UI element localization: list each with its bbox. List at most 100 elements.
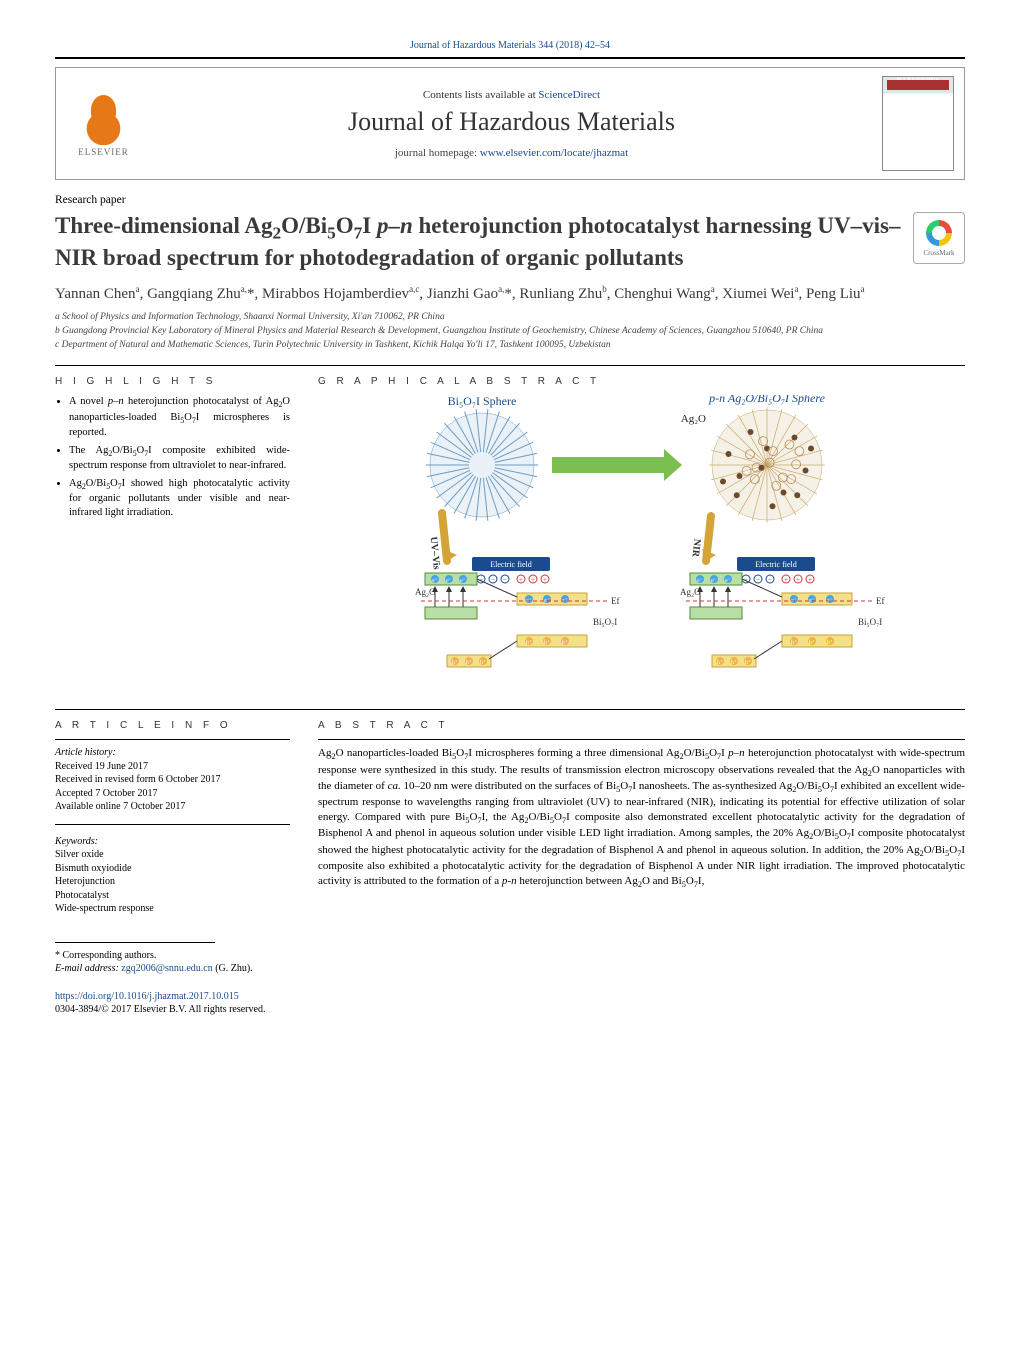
contents-line: Contents lists available at ScienceDirec… [153,89,870,101]
abstract-col: A B S T R A C T Ag2O nanoparticles-loade… [318,720,965,916]
svg-text:e⁻: e⁻ [460,578,466,584]
svg-text:NIR: NIR [689,539,702,559]
svg-text:+: + [784,576,788,584]
graphical-abstract-col: G R A P H I C A L A B S T R A C T Bi₅O₇I… [318,376,965,695]
sciencedirect-link[interactable]: ScienceDirect [538,89,600,101]
keyword: Heterojunction [55,875,290,889]
svg-text:−: − [491,576,495,584]
svg-text:−: − [756,576,760,584]
elsevier-tree-icon [76,90,131,145]
article-title: Three-dimensional Ag2O/Bi5O7I p–n hetero… [55,212,903,273]
history-received: Received 19 June 2017 [55,760,290,774]
svg-text:Bi₅O₇I: Bi₅O₇I [593,617,617,627]
svg-text:Ef: Ef [611,596,620,606]
svg-text:h⁺: h⁺ [790,639,796,646]
history-revised: Received in revised form 6 October 2017 [55,773,290,787]
history-head: Article history: [55,746,290,760]
svg-text:Ag₂O: Ag₂O [680,413,705,425]
keyword: Bismuth oxyiodide [55,862,290,876]
email-label: E-mail address: [55,963,121,974]
highlight-item: The Ag2O/Bi5O7I composite exhibited wide… [69,444,290,473]
elsevier-logo: ELSEVIER [66,81,141,166]
page-root: Journal of Hazardous Materials 344 (2018… [0,0,1020,1046]
top-rule [55,57,965,59]
svg-text:+: + [808,576,812,584]
highlights-head: H I G H L I G H T S [55,376,290,387]
homepage-link[interactable]: www.elsevier.com/locate/jhazmat [480,147,628,159]
keyword: Wide-spectrum response [55,902,290,916]
ai-rule [55,739,290,740]
header-center: Contents lists available at ScienceDirec… [153,89,870,159]
keyword: Silver oxide [55,848,290,862]
svg-text:h⁺: h⁺ [451,659,457,666]
svg-text:h⁺: h⁺ [808,639,814,646]
svg-text:h⁺: h⁺ [730,659,736,666]
issn-copyright: 0304-3894/© 2017 Elsevier B.V. All right… [55,1003,965,1016]
keywords-head: Keywords: [55,835,290,849]
article-info: Article history: Received 19 June 2017 R… [55,746,290,814]
title-row: Three-dimensional Ag2O/Bi5O7I p–n hetero… [55,212,965,273]
journal-homepage: journal homepage: www.elsevier.com/locat… [153,147,870,159]
svg-text:h⁺: h⁺ [525,639,531,646]
graphical-abstract-svg: Bi₅O₇I Spherep-n Ag₂O/Bi₅O₇I SphereAg₂OU… [362,395,922,695]
highlights-col: H I G H L I G H T S A novel p–n heteroju… [55,376,290,695]
affiliation-a: a School of Physics and Information Tech… [55,311,965,324]
svg-text:−: − [768,576,772,584]
svg-text:e⁻: e⁻ [725,578,731,584]
footnote-rule [55,942,215,943]
graphical-head: G R A P H I C A L A B S T R A C T [318,376,965,387]
highlights-list: A novel p–n heterojunction photocatalyst… [55,395,290,519]
article-info-head: A R T I C L E I N F O [55,720,290,731]
corresponding-label: * Corresponding authors. [55,949,965,963]
journal-title: Journal of Hazardous Materials [153,107,870,137]
crossmark-label: CrossMark [923,249,954,257]
doi-link[interactable]: https://doi.org/10.1016/j.jhazmat.2017.1… [55,991,239,1002]
svg-text:Ag₂O: Ag₂O [680,587,701,597]
svg-text:h⁺: h⁺ [561,639,567,646]
contents-prefix: Contents lists available at [423,89,538,101]
crossmark-icon [926,220,952,246]
svg-text:e⁻: e⁻ [697,578,703,584]
highlight-item: Ag2O/Bi5O7I showed high photocatalytic a… [69,477,290,520]
journal-cover-thumbnail: HAZARDOUS MATERIALS [882,76,954,171]
article-info-col: A R T I C L E I N F O Article history: R… [55,720,290,916]
history-accepted: Accepted 7 October 2017 [55,787,290,801]
svg-text:Ef: Ef [876,596,885,606]
svg-text:p-n Ag₂O/Bi₅O₇I Sphere: p-n Ag₂O/Bi₅O₇I Sphere [708,395,826,405]
affiliation-c: c Department of Natural and Mathematic S… [55,339,965,352]
svg-text:e⁻: e⁻ [446,578,452,584]
divider-2 [55,709,965,710]
svg-text:+: + [531,576,535,584]
keyword: Photocatalyst [55,889,290,903]
paper-type: Research paper [55,194,965,206]
journal-header-box: ELSEVIER Contents lists available at Sci… [55,67,965,180]
svg-text:h⁺: h⁺ [543,639,549,646]
svg-text:e⁻: e⁻ [711,578,717,584]
corresponding-block: * Corresponding authors. E-mail address:… [55,949,965,976]
row-highlights-graphical: H I G H L I G H T S A novel p–n heteroju… [55,376,965,695]
abs-rule [318,739,965,740]
homepage-prefix: journal homepage: [395,147,480,159]
affiliation-b: b Guangdong Provincial Key Laboratory of… [55,325,965,338]
svg-text:UV–Vis: UV–Vis [427,537,441,571]
svg-text:+: + [796,576,800,584]
journal-citation: Journal of Hazardous Materials 344 (2018… [55,40,965,51]
svg-text:e⁻: e⁻ [432,578,438,584]
svg-text:Bi₅O₇I: Bi₅O₇I [858,617,882,627]
keywords-block: Keywords: Silver oxide Bismuth oxyiodide… [55,835,290,916]
email-suffix: (G. Zhu). [213,963,253,974]
highlight-item: A novel p–n heterojunction photocatalyst… [69,395,290,439]
svg-text:h⁺: h⁺ [716,659,722,666]
svg-text:h⁺: h⁺ [826,639,832,646]
crossmark-badge[interactable]: CrossMark [913,212,965,264]
row-info-abstract: A R T I C L E I N F O Article history: R… [55,720,965,916]
publisher-name: ELSEVIER [78,147,129,157]
corresponding-email-link[interactable]: zgq2006@snnu.edu.cn [121,963,212,974]
svg-text:h⁺: h⁺ [744,659,750,666]
svg-text:Ag₂O: Ag₂O [415,587,436,597]
kw-rule [55,824,290,825]
corresponding-email-line: E-mail address: zgq2006@snnu.edu.cn (G. … [55,962,965,976]
history-online: Available online 7 October 2017 [55,800,290,814]
svg-text:Bi₅O₇I Sphere: Bi₅O₇I Sphere [447,395,516,408]
svg-text:h⁺: h⁺ [465,659,471,666]
